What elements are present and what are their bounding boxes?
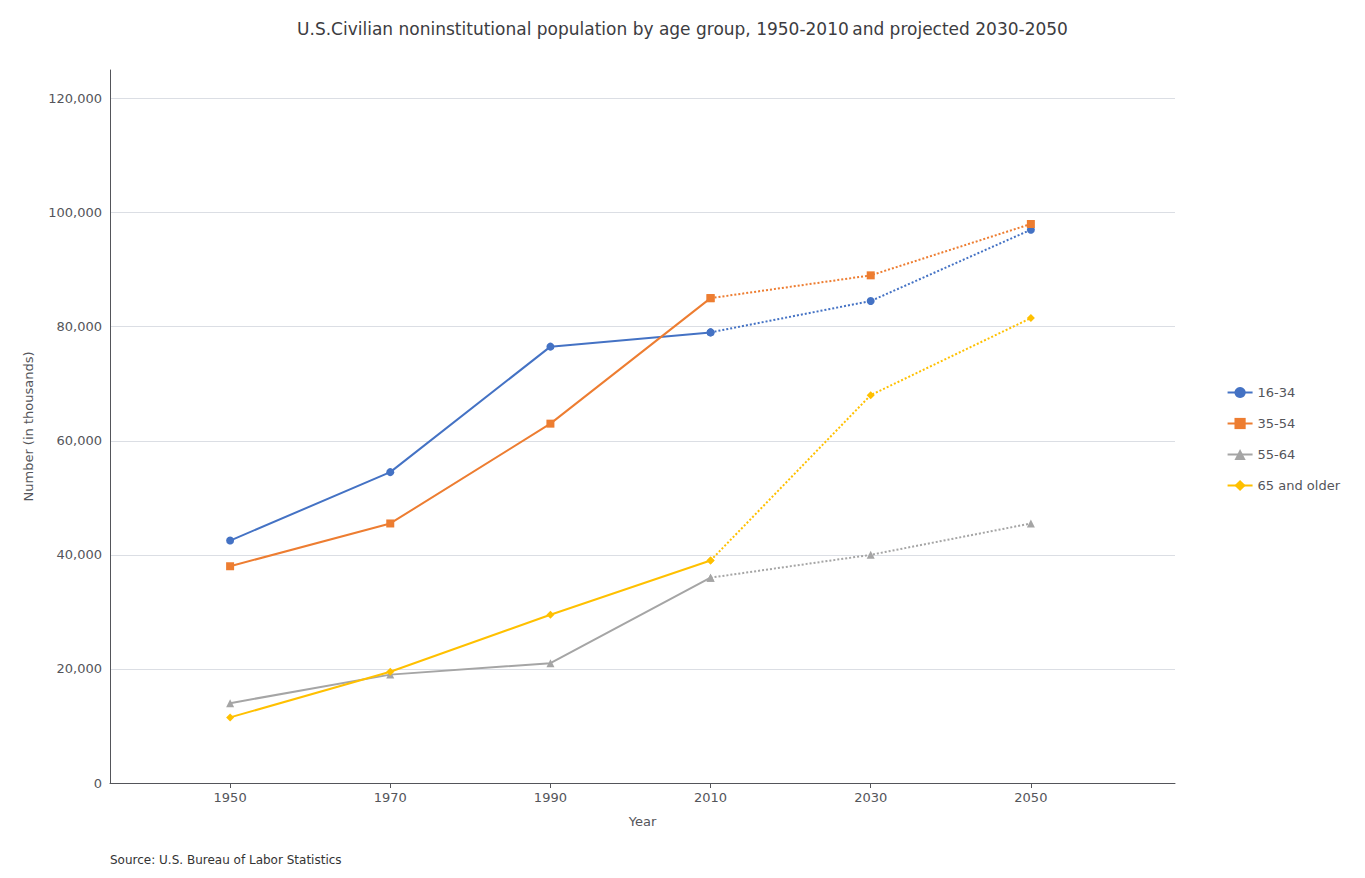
svg-text:2030: 2030 <box>854 790 887 805</box>
svg-text:1970: 1970 <box>374 790 407 805</box>
svg-text:20,000: 20,000 <box>57 661 103 676</box>
svg-text:0: 0 <box>94 776 102 791</box>
svg-text:35-54: 35-54 <box>1258 416 1296 431</box>
svg-text:Source: U.S. Bureau of Labor S: Source: U.S. Bureau of Labor Statistics <box>110 853 342 867</box>
svg-text:16-34: 16-34 <box>1258 385 1296 400</box>
svg-text:60,000: 60,000 <box>57 433 103 448</box>
svg-text:2050: 2050 <box>1014 790 1047 805</box>
svg-text:1990: 1990 <box>534 790 567 805</box>
svg-text:100,000: 100,000 <box>48 205 102 220</box>
svg-text:80,000: 80,000 <box>57 319 103 334</box>
svg-text:40,000: 40,000 <box>57 547 103 562</box>
svg-text:Year: Year <box>628 814 657 829</box>
svg-text:55-64: 55-64 <box>1258 447 1296 462</box>
svg-text:Number (in thousands): Number (in thousands) <box>21 351 36 501</box>
svg-text:2010: 2010 <box>694 790 727 805</box>
svg-text:U.S.Civilian noninstitutional: U.S.Civilian noninstitutional population… <box>297 19 1068 39</box>
svg-text:120,000: 120,000 <box>48 91 102 106</box>
svg-text:65 and older: 65 and older <box>1258 478 1341 493</box>
svg-text:1950: 1950 <box>214 790 247 805</box>
